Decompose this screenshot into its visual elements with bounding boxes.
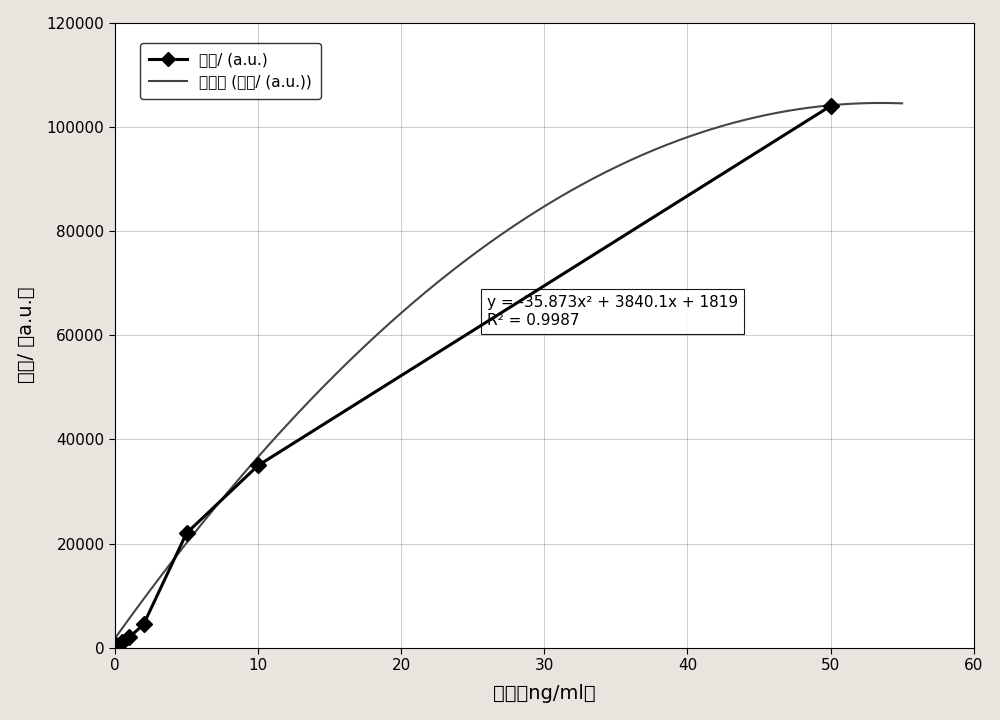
- Legend: 荺光/ (a.u.), 多项式 (荺光/ (a.u.)): 荺光/ (a.u.), 多项式 (荺光/ (a.u.)): [140, 42, 321, 99]
- X-axis label: 浓度（ng/ml）: 浓度（ng/ml）: [493, 684, 596, 703]
- Y-axis label: 荺光/ （a.u.）: 荺光/ （a.u.）: [17, 287, 36, 384]
- Text: y = -35.873x² + 3840.1x + 1819
R² = 0.9987: y = -35.873x² + 3840.1x + 1819 R² = 0.99…: [487, 295, 738, 328]
